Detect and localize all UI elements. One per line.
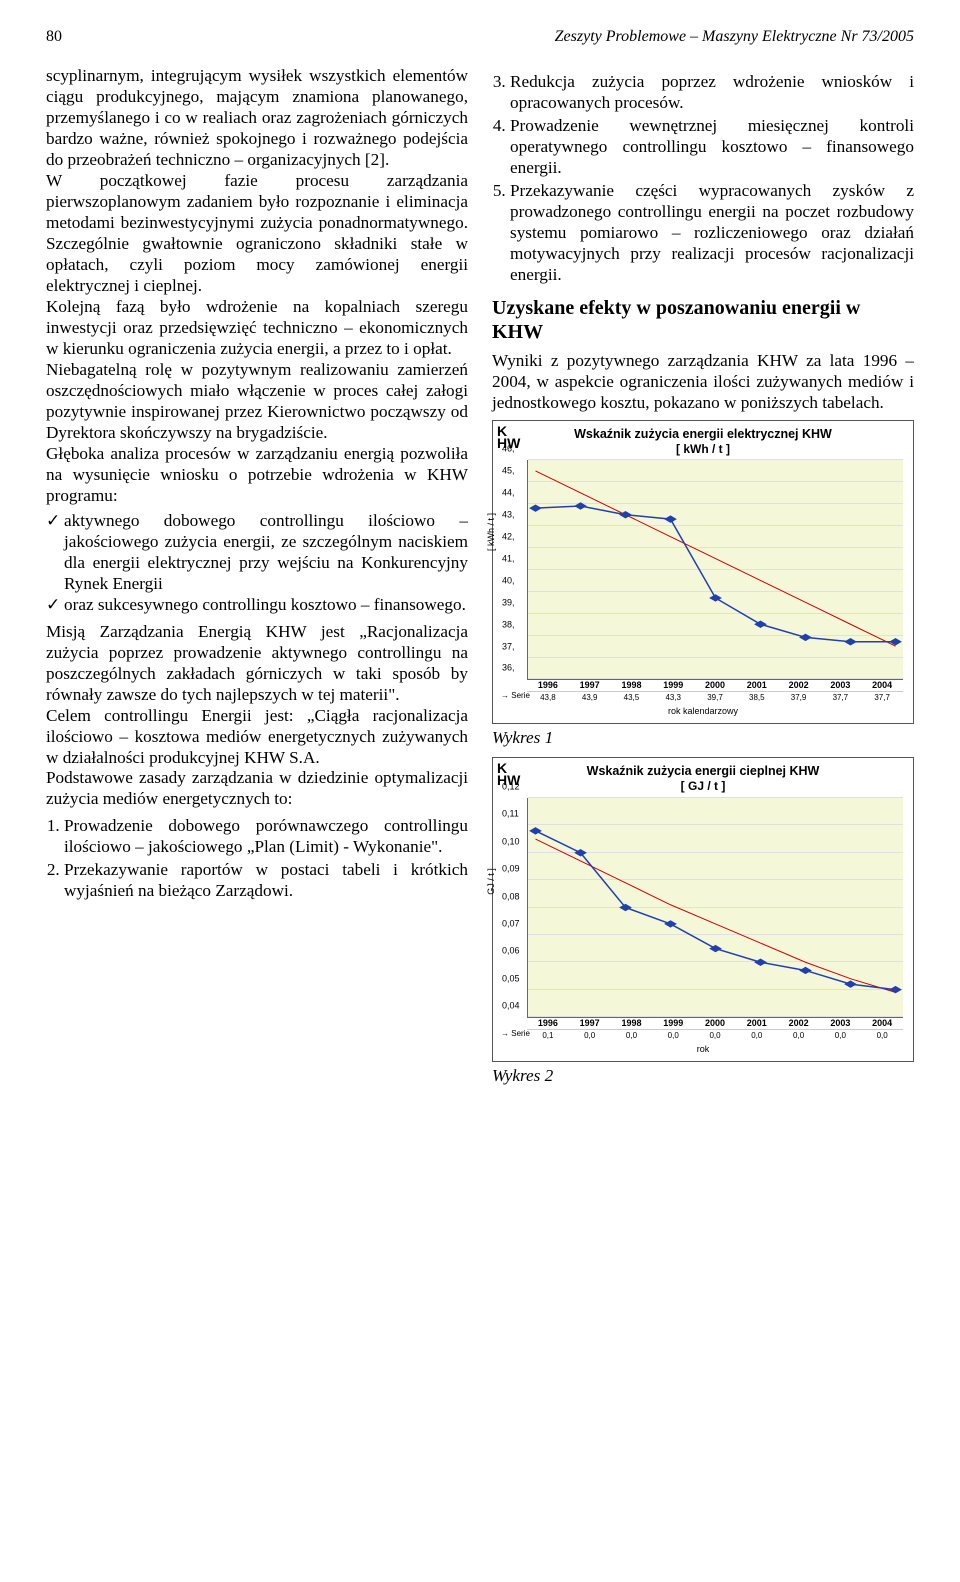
x-axis-title: rok [499, 1044, 907, 1055]
paragraph: Wyniki z pozytywnego zarządzania KHW za … [492, 351, 914, 414]
paragraph: scyplinarnym, integrującym wysiłek wszys… [46, 66, 468, 171]
chart-plot-area: 0,040,050,060,070,080,090,100,110,12GJ /… [527, 798, 903, 1018]
series-label: → Serie [501, 691, 530, 701]
left-column: scyplinarnym, integrującym wysiłek wszys… [46, 66, 468, 1095]
list-item: Przekazywanie raportów w postaci tabeli … [64, 860, 468, 902]
page-number: 80 [46, 28, 62, 46]
x-axis-labels: 199619971998199920002001200220032004 [527, 680, 903, 691]
chart-caption: Wykres 1 [492, 728, 914, 749]
chart-subtitle: [ kWh / t ] [499, 442, 907, 457]
journal-title: Zeszyty Problemowe – Maszyny Elektryczne… [555, 28, 914, 46]
chart-title: Wskaźnik zużycia energii elektrycznej KH… [499, 427, 907, 442]
chart-title: Wskaźnik zużycia energii cieplnej KHW [499, 764, 907, 779]
paragraph: Niebagatelną rolę w pozytywnym realizowa… [46, 360, 468, 444]
list-item: oraz sukcesywnego controllingu kosztowo … [46, 595, 468, 616]
section-heading: Uzyskane efekty w poszanowaniu energii w… [492, 296, 914, 345]
x-axis-title: rok kalendarzowy [499, 706, 907, 717]
chart-caption: Wykres 2 [492, 1066, 914, 1087]
chart-thermal-energy: KHW Wskaźnik zużycia energii cieplnej KH… [492, 757, 914, 1062]
paragraph: Głęboka analiza procesów w zarządzaniu e… [46, 444, 468, 507]
data-value-row: 43,843,943,543,339,738,537,937,737,7 [527, 691, 903, 704]
chart-electrical-energy: KHW Wskaźnik zużycia energii elektryczne… [492, 420, 914, 725]
series-label: → Serie [501, 1029, 530, 1039]
check-bullet-list: aktywnego dobowego controllingu ilościow… [46, 511, 468, 616]
list-item: Prowadzenie dobowego porównawczego contr… [64, 816, 468, 858]
paragraph: Podstawowe zasady zarządzania w dziedzin… [46, 768, 468, 810]
page-header: 80 Zeszyty Problemowe – Maszyny Elektryc… [46, 28, 914, 46]
numbered-list-continued: Redukcja zużycia poprzez wdrożenie wnios… [492, 72, 914, 286]
paragraph: Celem controllingu Energii jest: „Ciągła… [46, 706, 468, 769]
list-item: Redukcja zużycia poprzez wdrożenie wnios… [510, 72, 914, 114]
paragraph: W początkowej fazie procesu zarządzania … [46, 171, 468, 297]
list-item: Prowadzenie wewnętrznej miesięcznej kont… [510, 116, 914, 179]
right-column: Redukcja zużycia poprzez wdrożenie wnios… [492, 66, 914, 1095]
paragraph: Misją Zarządzania Energią KHW jest „Racj… [46, 622, 468, 706]
x-axis-labels: 199619971998199920002001200220032004 [527, 1018, 903, 1029]
chart-subtitle: [ GJ / t ] [499, 779, 907, 794]
chart-plot-area: 36,37,38,39,40,41,42,43,44,45,46,[ kWh /… [527, 460, 903, 680]
numbered-list: Prowadzenie dobowego porównawczego contr… [46, 816, 468, 902]
two-column-layout: scyplinarnym, integrującym wysiłek wszys… [46, 66, 914, 1095]
paragraph: Kolejną fazą było wdrożenie na kopalniac… [46, 297, 468, 360]
data-value-row: 0,10,00,00,00,00,00,00,00,0 [527, 1029, 903, 1042]
list-item: aktywnego dobowego controllingu ilościow… [46, 511, 468, 595]
list-item: Przekazywanie części wypracowanych zyskó… [510, 181, 914, 286]
